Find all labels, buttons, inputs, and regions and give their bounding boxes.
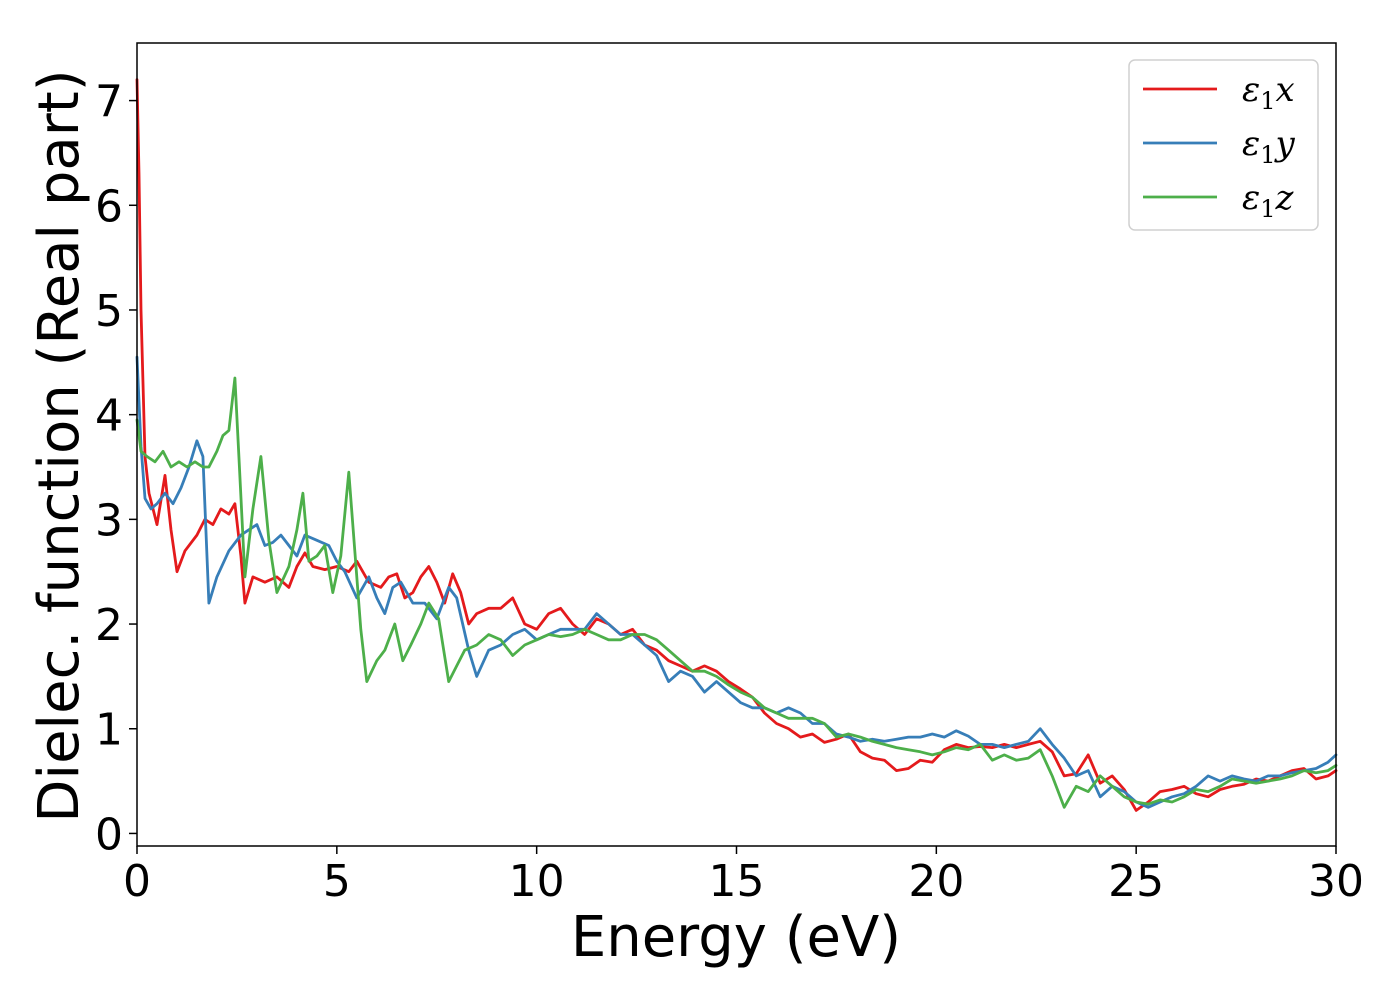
- x-tick-label: 10: [509, 856, 565, 907]
- y-tick-label: 5: [95, 286, 123, 337]
- y-axis-title: Dielec. function (Real part): [27, 69, 92, 822]
- legend-box: [1128, 59, 1319, 231]
- y-tick-label: 0: [95, 809, 123, 860]
- x-tick-label: 15: [709, 856, 765, 907]
- y-tick-label: 2: [95, 600, 123, 651]
- x-tick-label: 0: [123, 856, 151, 907]
- legend-label-z: ε1z: [1242, 178, 1295, 223]
- series-line-z: [135, 376, 1338, 809]
- y-tick-label: 4: [95, 391, 123, 442]
- x-tick-label: 25: [1108, 856, 1164, 907]
- legend-label-y: ε1y: [1242, 124, 1296, 169]
- series-line-x: [135, 78, 1338, 812]
- x-tick-label: 30: [1308, 856, 1364, 907]
- y-tick-label: 3: [95, 495, 123, 546]
- legend-label-x: ε1x: [1242, 70, 1295, 115]
- x-tick-label: 5: [323, 856, 351, 907]
- y-axis-ticks: 0 1 2 3 4 5 6 7: [95, 77, 137, 860]
- y-tick-label: 1: [95, 705, 123, 756]
- y-tick-label: 6: [95, 181, 123, 232]
- x-axis-title: Energy (eV): [571, 905, 901, 970]
- series-layer: [135, 78, 1338, 812]
- legend: ε1x ε1y ε1z: [1128, 59, 1319, 231]
- x-axis-ticks: 0 5 10 15 20 25 30: [123, 846, 1364, 907]
- x-tick-label: 20: [908, 856, 964, 907]
- series-line-y: [135, 355, 1338, 809]
- y-tick-label: 7: [95, 77, 123, 128]
